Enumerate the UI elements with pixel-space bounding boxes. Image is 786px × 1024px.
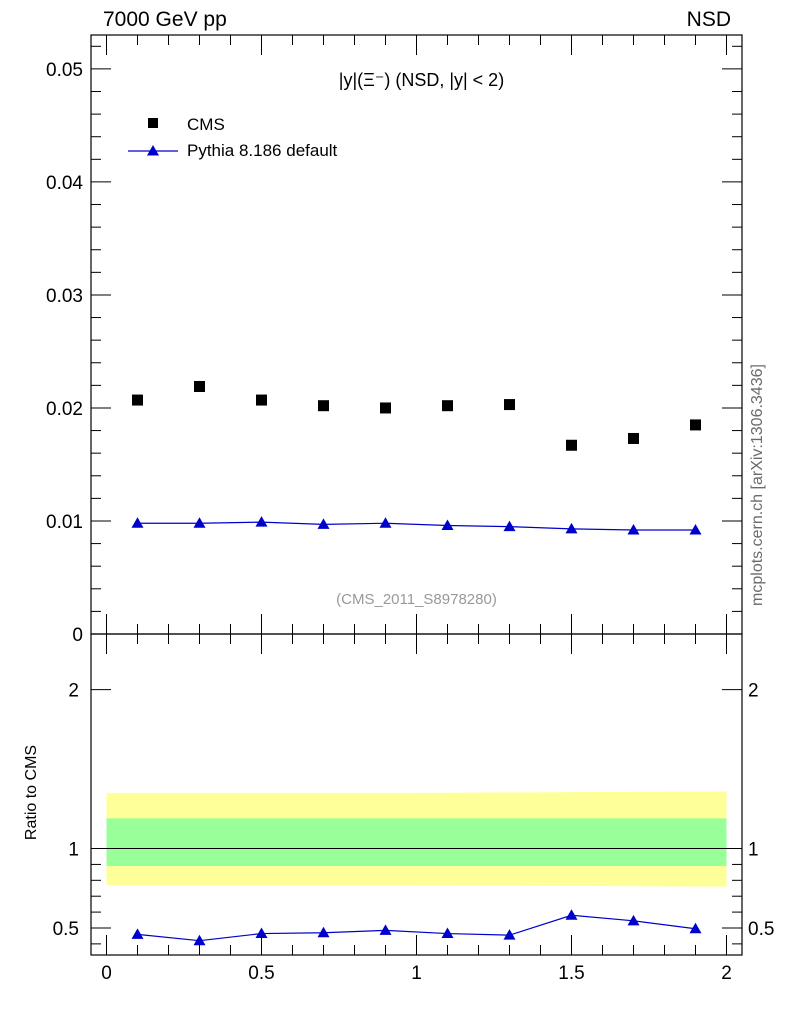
pythia-point: [317, 518, 330, 529]
chart-title: |y|(Ξ⁻) (NSD, |y| < 2): [339, 70, 504, 90]
cms-point: [628, 432, 639, 444]
legend-cms-label: CMS: [187, 115, 225, 134]
x-tick-label: 1.5: [558, 963, 584, 984]
cms-point: [380, 402, 391, 414]
ratio-band-green: [106, 818, 727, 867]
ratio-pythia-point: [627, 914, 640, 926]
y-tick-label: 0: [72, 625, 83, 646]
ratio-pythia-point: [193, 934, 206, 946]
ratio-y-tick-label-right: 0.5: [748, 919, 774, 940]
cms-point: [194, 380, 205, 392]
x-tick-label: 1: [411, 963, 422, 984]
ratio-pythia-point: [317, 926, 330, 938]
cms-point: [318, 400, 329, 412]
cms-point: [690, 419, 701, 431]
y-tick-label: 0.04: [46, 173, 83, 194]
pythia-point: [565, 522, 578, 534]
ratio-pythia-point: [441, 927, 454, 939]
ratio-y-axis-label: Ratio to CMS: [23, 745, 40, 840]
header-energy-label: 7000 GeV pp: [103, 8, 227, 31]
x-tick-label: 0: [101, 963, 112, 984]
y-tick-label: 0.05: [46, 60, 83, 81]
ratio-y-tick-label: 2: [68, 681, 79, 702]
ratio-y-tick-label: 1: [68, 840, 79, 861]
cms-point: [132, 394, 143, 406]
ratio-pythia-point: [255, 927, 268, 939]
legend-pythia-label: Pythia 8.186 default: [187, 141, 338, 160]
cms-point: [442, 400, 453, 412]
ratio-pythia-line: [137, 914, 696, 942]
ratio-y-tick-label: 0.5: [53, 919, 79, 940]
pythia-point: [379, 517, 392, 528]
ratio-pythia-point: [131, 928, 144, 939]
pythia-point: [689, 524, 702, 535]
pythia-point: [627, 524, 640, 535]
pythia-point: [441, 519, 454, 531]
y-tick-label: 0.02: [46, 399, 83, 420]
ratio-pythia-point: [565, 909, 578, 920]
header-process-label: NSD: [686, 8, 731, 31]
analysis-label: (CMS_2011_S8978280): [336, 591, 497, 608]
ratio-pythia-point: [689, 922, 702, 934]
x-tick-label: 0.5: [248, 963, 274, 984]
y-tick-label: 0.03: [46, 286, 83, 307]
pythia-point: [193, 517, 206, 528]
pythia-point: [255, 516, 268, 527]
ratio-pythia-point: [379, 924, 392, 935]
cms-point: [504, 399, 515, 411]
x-tick-label: 2: [721, 963, 732, 984]
ratio-y-tick-label-right: 2: [748, 681, 759, 702]
legend-cms-marker: [148, 118, 158, 128]
pythia-point: [131, 517, 144, 528]
cms-point: [256, 394, 267, 406]
y-tick-label: 0.01: [46, 512, 83, 533]
ratio-pythia-point: [503, 929, 516, 940]
ratio-y-tick-label-right: 1: [748, 840, 759, 861]
legend-pythia-marker: [147, 145, 159, 156]
cms-point: [566, 439, 577, 451]
pythia-point: [503, 520, 516, 532]
pythia-series-line: [137, 521, 696, 531]
